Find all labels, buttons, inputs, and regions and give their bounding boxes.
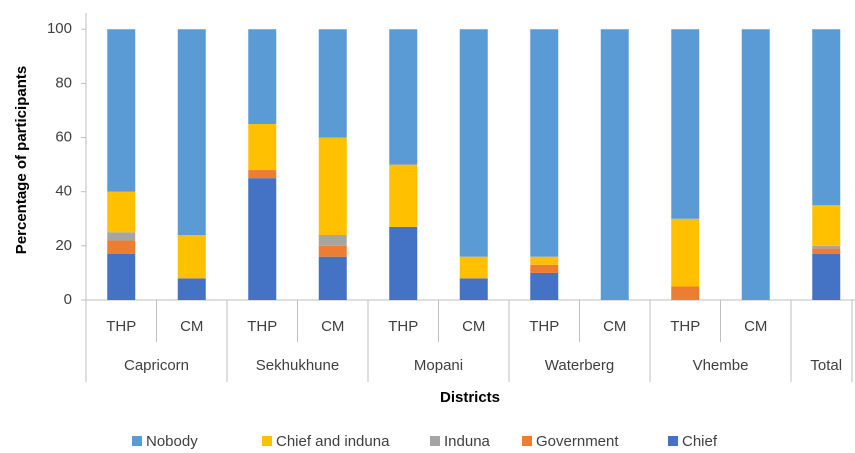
legend-swatch [132, 436, 142, 446]
legend-swatch [262, 436, 272, 446]
bar-segment [812, 248, 841, 254]
bar-segment [107, 29, 136, 192]
bar-segment [107, 232, 136, 241]
group-label: Vhembe [693, 357, 749, 374]
y-tick-label: 100 [47, 20, 72, 37]
bar-segment [812, 205, 841, 246]
legend-label: Induna [444, 433, 491, 450]
bar-segment [177, 29, 206, 236]
legend-label: Nobody [146, 433, 198, 450]
x-tick-label: THP [106, 318, 136, 335]
legend-swatch [522, 436, 532, 446]
x-tick-label: CM [744, 318, 767, 335]
y-tick-label: 80 [55, 74, 72, 91]
bar-segment [671, 286, 700, 300]
bar-segment [389, 29, 418, 165]
bar-segment [600, 29, 629, 301]
bar-segment [107, 240, 136, 254]
bar-segment [530, 272, 559, 300]
x-tick-label: CM [321, 318, 344, 335]
x-tick-label: CM [462, 318, 485, 335]
x-axis-title: Districts [440, 389, 500, 406]
x-tick-label: THP [670, 318, 700, 335]
bar-segment [318, 256, 347, 300]
bar-segment [530, 256, 559, 265]
bar-segment [741, 29, 770, 301]
group-label: Mopani [414, 357, 463, 374]
bar-segment [530, 264, 559, 273]
y-tick-label: 20 [55, 237, 72, 254]
y-axis-title: Percentage of participants [13, 66, 30, 254]
group-label: Sekhukhune [256, 357, 339, 374]
bar-segment [248, 170, 277, 179]
x-tick-label: CM [603, 318, 626, 335]
legend-label: Chief [682, 433, 718, 450]
bar-segment [248, 124, 277, 171]
x-tick-label: THP [529, 318, 559, 335]
bar-segment [812, 29, 841, 206]
y-tick-label: 40 [55, 183, 72, 200]
bar-segment [389, 164, 418, 227]
bar-segment [107, 253, 136, 300]
group-label: Capricorn [124, 357, 189, 374]
bar-segment [530, 29, 559, 257]
x-tick-label: THP [247, 318, 277, 335]
y-tick-label: 60 [55, 129, 72, 146]
legend-label: Chief and induna [276, 433, 390, 450]
bar-segment [177, 235, 206, 279]
bar-segment [177, 278, 206, 300]
group-label: Waterberg [545, 357, 614, 374]
bar-segment [389, 226, 418, 300]
bar-segment [248, 29, 277, 125]
legend-swatch [668, 436, 678, 446]
bar-segment [671, 218, 700, 287]
bar-segment [671, 29, 700, 219]
bar-segment [318, 137, 347, 236]
bar-segment [318, 245, 347, 257]
y-tick-label: 0 [64, 291, 72, 308]
bar-segment [812, 245, 841, 249]
bar-segment [812, 253, 841, 300]
legend-swatch [430, 436, 440, 446]
x-tick-label: THP [388, 318, 418, 335]
bar-segment [318, 29, 347, 138]
legend-label: Government [536, 433, 619, 450]
bar-segment [107, 191, 136, 233]
x-tick-label: CM [180, 318, 203, 335]
bar-segment [459, 29, 488, 257]
bar-segment [459, 278, 488, 300]
group-label: Total [810, 357, 842, 374]
bar-segment [459, 256, 488, 279]
bar-segment [318, 235, 347, 246]
bar-segment [248, 178, 277, 300]
